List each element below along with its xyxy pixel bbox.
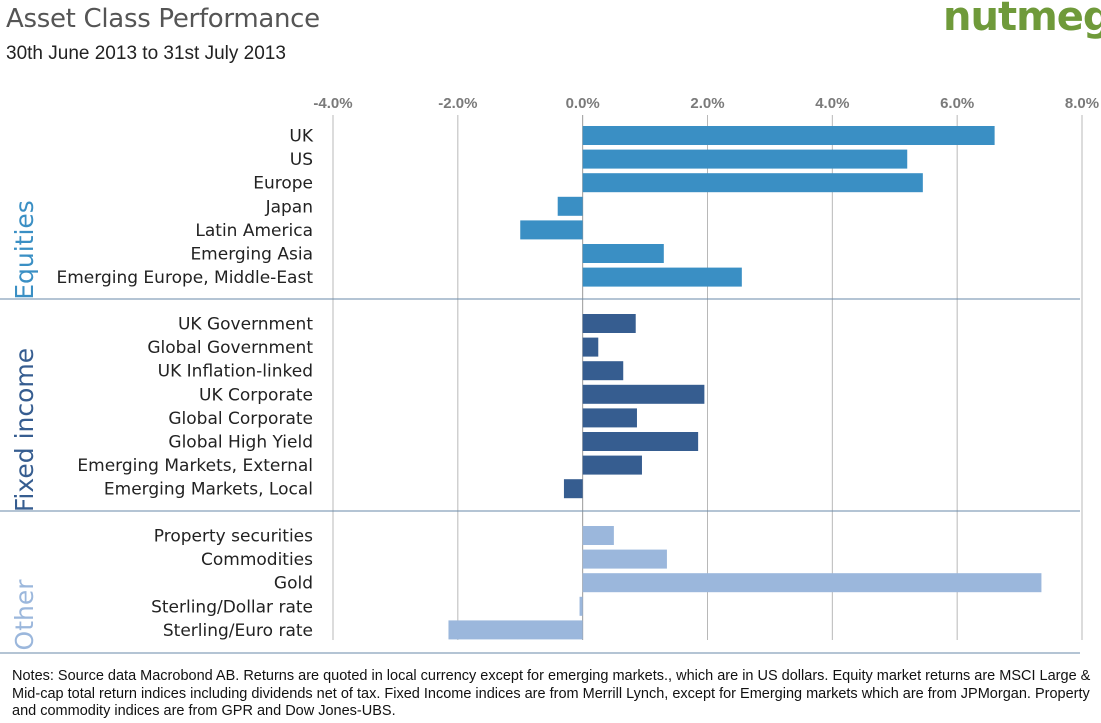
category-label: Emerging Markets, External (77, 456, 313, 476)
bar (582, 549, 667, 569)
category-label: US (290, 150, 313, 170)
x-tick-label: -2.0% (438, 95, 477, 112)
category-label: Gold (274, 574, 313, 594)
bar (582, 455, 642, 475)
bar (582, 149, 908, 169)
bar (582, 126, 995, 145)
x-tick-label: 4.0% (815, 95, 849, 112)
group-label: Other (10, 579, 39, 651)
bar (582, 432, 699, 451)
category-label: Property securities (154, 527, 313, 547)
bar (520, 220, 583, 240)
notes-text: Notes: Source data Macrobond AB. Returns… (12, 668, 1091, 719)
bar (557, 196, 583, 216)
bar (582, 361, 624, 381)
category-label: Global Government (147, 338, 313, 358)
category-label: Global Corporate (168, 409, 313, 429)
bar (582, 314, 636, 333)
category-label: UK (289, 127, 313, 147)
category-label: Emerging Asia (190, 245, 313, 265)
category-label: Commodities (201, 550, 313, 570)
category-label: Latin America (195, 221, 313, 241)
x-tick-label: 0.0% (566, 95, 600, 112)
x-tick-label: 8.0% (1065, 95, 1099, 112)
x-tick-label: 2.0% (690, 95, 724, 112)
category-label: Emerging Markets, Local (104, 480, 313, 500)
category-label: Global High Yield (168, 433, 313, 453)
bar (582, 337, 599, 357)
category-label: Emerging Europe, Middle-East (57, 268, 314, 288)
x-tick-label: 6.0% (940, 95, 974, 112)
chart-title: Asset Class Performance (6, 4, 320, 34)
nutmeg-logo: nutmeg (943, 0, 1101, 40)
bar (582, 573, 1042, 593)
bar (582, 267, 742, 287)
bar-chart: -4.0% -2.0% 0.0% 2.0% 4.0% 6.0% 8.0% Equities UK… (0, 95, 1099, 654)
bar (448, 620, 583, 640)
bar (582, 173, 923, 193)
category-label: Sterling/Euro rate (163, 621, 313, 641)
category-label: Japan (265, 197, 313, 217)
category-label: Sterling/Dollar rate (151, 597, 313, 617)
bar (563, 479, 583, 499)
group-label: Equities (10, 200, 39, 300)
x-tick-label: -4.0% (313, 95, 352, 112)
bar (582, 526, 614, 545)
category-label: UK Corporate (199, 385, 313, 405)
bar (582, 244, 664, 263)
bar (582, 408, 637, 428)
bar (582, 384, 705, 404)
category-label: UK Government (178, 315, 313, 335)
bar (579, 596, 583, 616)
group-label: Fixed income (10, 348, 39, 512)
category-label: Europe (253, 174, 313, 194)
category-label: UK Inflation-linked (158, 362, 313, 382)
chart-subtitle: 30th June 2013 to 31st July 2013 (6, 43, 286, 64)
